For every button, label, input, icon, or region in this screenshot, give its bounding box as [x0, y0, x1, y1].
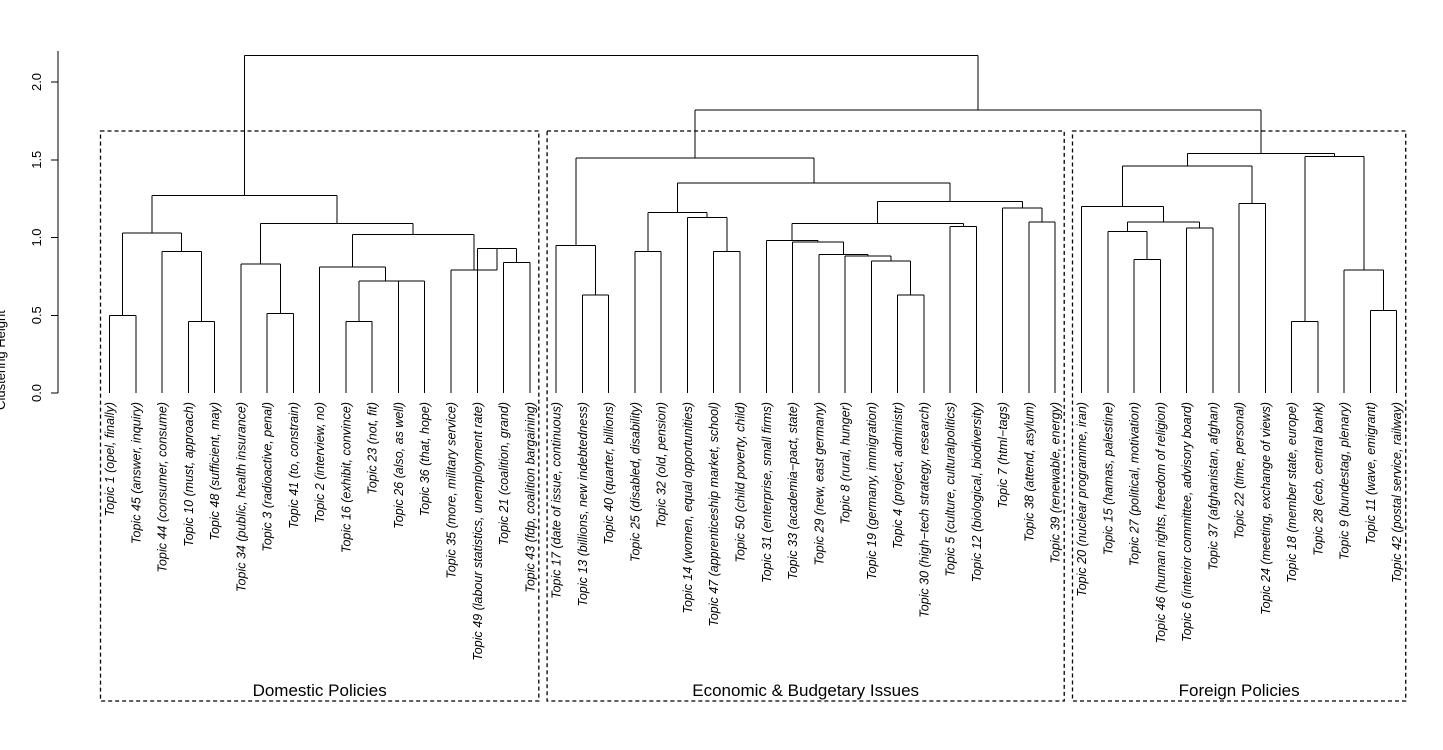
y-tick-label: 1.0 [29, 228, 44, 246]
leaf-label: Topic 48 (sufficient, may) [208, 402, 222, 540]
y-axis-title: Clustering Height [0, 310, 8, 410]
y-axis: 0.0 0.5 1.0 1.5 2.0 [29, 50, 59, 402]
leaf-label: Topic 44 (consumer, consume) [156, 402, 170, 572]
leaf-label: Topic 25 (disabled, disability) [628, 402, 642, 562]
leaf-label: Topic 38 (attend, asylum) [1022, 402, 1036, 542]
leaf-label: Topic 1 (opel, finally) [103, 402, 117, 516]
leaf-label: Topic 22 (time, personal) [1233, 402, 1247, 539]
y-tick-label: 1.5 [29, 151, 44, 169]
leaf-label: Topic 49 (labour statistics, unemploymen… [471, 402, 485, 661]
leaf-label: Topic 36 (that, hope) [418, 402, 432, 516]
leaf-label: Topic 45 (answer, inquiry) [129, 402, 143, 544]
leaf-label: Topic 21 (coalition, grand) [497, 402, 511, 545]
leaf-label: Topic 14 (women, equal opportunities) [681, 402, 695, 613]
cluster-box [546, 130, 1065, 702]
leaf-label: Topic 6 (interior committee, advisory bo… [1180, 402, 1194, 642]
leaf-label: Topic 46 (human rights, freedom of relig… [1154, 402, 1168, 643]
leaf-label: Topic 41 (to, constrain) [287, 402, 301, 529]
leaf-label: Topic 37 (afghanistan, afghan) [1206, 402, 1220, 570]
leaf-label: Topic 50 (child poverty, child) [733, 402, 747, 563]
leaf-label: Topic 5 (culture, culturalpolitics) [944, 402, 958, 577]
leaf-labels: Topic 1 (opel, finally) Topic 45 (answer,… [103, 402, 1404, 661]
leaf-label: Topic 13 (billions, new indebtedness) [576, 402, 590, 607]
leaf-label: Topic 30 (high−tech strategy, research) [917, 402, 931, 618]
leaf-label: Topic 2 (interview, no) [313, 402, 327, 523]
leaf-label: Topic 17 (date of issue, continuous) [550, 402, 564, 599]
leaf-label: Topic 9 (bundestag, plenary) [1338, 402, 1352, 560]
cluster-label: Foreign Policies [1179, 681, 1300, 700]
leaf-label: Topic 27 (political, motivation) [1128, 402, 1142, 566]
leaf-label: Topic 18 (member state, europe) [1285, 402, 1299, 583]
cluster-label: Economic & Budgetary Issues [692, 681, 919, 700]
y-tick-label: 0.0 [29, 384, 44, 402]
y-tick-label: 2.0 [29, 73, 44, 91]
cluster-box [1071, 130, 1407, 702]
leaf-label: Topic 23 (not, fit) [366, 402, 380, 495]
leaf-label: Topic 31 (enterprise, small firms) [760, 402, 774, 583]
leaf-label: Topic 34 (public, health insurance) [234, 402, 248, 592]
y-tick-label: 0.5 [29, 306, 44, 324]
leaf-label: Topic 11 (wave, emigrant) [1364, 402, 1378, 544]
leaf-label: Topic 19 (germany, immigration) [865, 402, 879, 580]
leaf-label: Topic 29 (new, east germany) [812, 402, 826, 566]
cluster-box [99, 130, 540, 702]
leaf-label: Topic 47 (apprenticeship market, school) [707, 402, 721, 627]
leaf-label: Topic 7 (html−tags) [996, 402, 1010, 508]
leaf-label: Topic 39 (renewable, energy) [1049, 402, 1063, 563]
leaf-label: Topic 3 (radioactive, penal) [261, 402, 275, 552]
leaf-label: Topic 35 (more, military service) [445, 402, 459, 579]
leaf-label: Topic 12 (biological, biodiversity) [970, 402, 984, 582]
leaf-label: Topic 28 (ecb, central bank) [1311, 402, 1325, 556]
leaf-label: Topic 40 (quarter, billions) [602, 402, 616, 545]
leaf-label: Topic 20 (nuclear programme, iran) [1075, 402, 1089, 597]
dendrogram-branches [109, 55, 1398, 393]
leaf-label: Topic 43 (fdp, coalition bargaining) [523, 402, 537, 593]
cluster-boxes: Domestic Policies Economic & Budgetary Is… [99, 130, 1407, 702]
leaf-label: Topic 42 (postal service, railway) [1390, 402, 1404, 583]
leaf-label: Topic 15 (hamas, palestine) [1101, 402, 1115, 555]
leaf-label: Topic 10 (must, approach) [182, 402, 196, 547]
leaf-label: Topic 16 (exhibit, convince) [339, 402, 353, 553]
leaf-label: Topic 33 (academia−pact, state) [786, 402, 800, 580]
leaf-label: Topic 8 (rural, hunger) [839, 402, 853, 525]
leaf-label: Topic 24 (meeting, exchange of views) [1259, 402, 1273, 615]
leaf-label: Topic 32 (old, pension) [655, 402, 669, 528]
cluster-label: Domestic Policies [253, 681, 387, 700]
leaf-label: Topic 4 (project, administr) [891, 402, 905, 549]
leaf-label: Topic 26 (also, as well) [392, 402, 406, 529]
